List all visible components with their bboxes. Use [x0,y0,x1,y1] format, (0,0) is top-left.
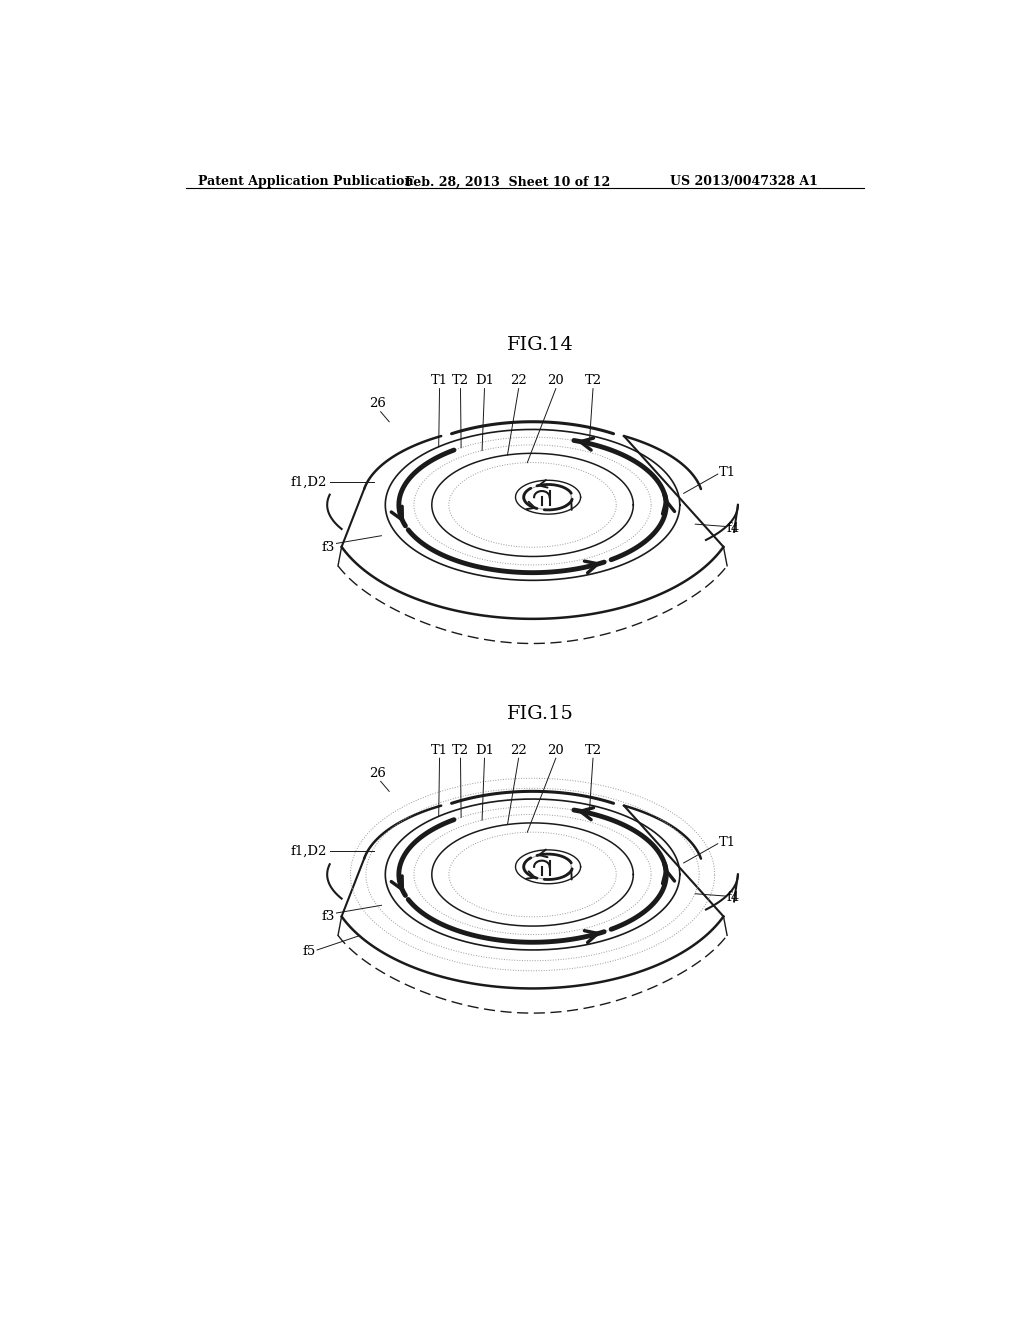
Text: T1: T1 [719,836,735,849]
Text: T2: T2 [452,743,469,756]
Text: f3: f3 [322,541,335,554]
Text: T2: T2 [452,374,469,387]
Text: f1,D2: f1,D2 [291,475,328,488]
Text: f5: f5 [302,945,315,958]
Text: Feb. 28, 2013  Sheet 10 of 12: Feb. 28, 2013 Sheet 10 of 12 [406,176,610,189]
Text: T2: T2 [585,743,601,756]
Text: T2: T2 [585,374,601,387]
Text: D1: D1 [475,374,494,387]
Text: f3: f3 [322,911,335,924]
Text: Patent Application Publication: Patent Application Publication [198,176,414,189]
Text: T1: T1 [719,466,735,479]
Text: FIG.15: FIG.15 [507,705,573,723]
Text: 20: 20 [548,743,564,756]
Text: 22: 22 [510,374,527,387]
Text: T1: T1 [431,374,449,387]
Text: US 2013/0047328 A1: US 2013/0047328 A1 [671,176,818,189]
Text: 26: 26 [369,397,386,411]
Text: 26: 26 [369,767,386,780]
Text: f4: f4 [726,891,739,904]
Text: T1: T1 [431,743,449,756]
Text: D1: D1 [475,743,494,756]
Text: 20: 20 [548,374,564,387]
Text: f1,D2: f1,D2 [291,845,328,858]
Text: f4: f4 [726,521,739,535]
Text: FIG.14: FIG.14 [507,335,573,354]
Text: 22: 22 [510,743,527,756]
